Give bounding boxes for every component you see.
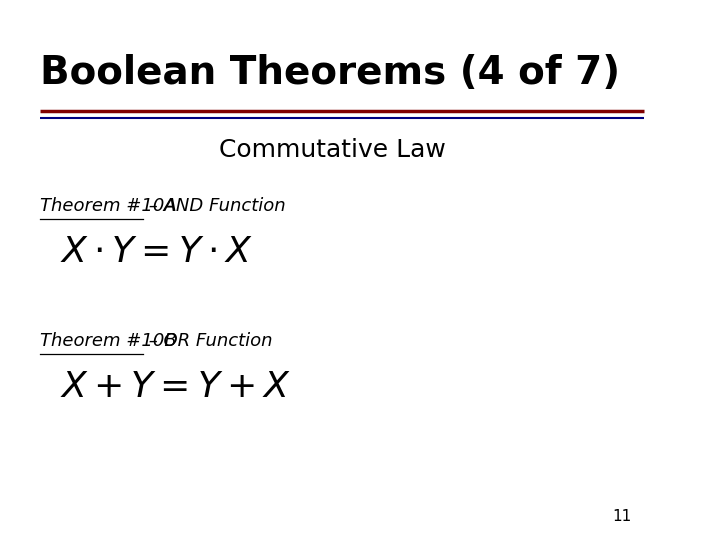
Text: $X + Y = Y + X$: $X + Y = Y + X$ xyxy=(60,370,291,404)
Text: Theorem #10A: Theorem #10A xyxy=(40,197,176,215)
Text: Theorem #10B: Theorem #10B xyxy=(40,332,176,350)
Text: $X \cdot Y = Y \cdot X$: $X \cdot Y = Y \cdot X$ xyxy=(60,235,253,269)
Text: Commutative Law: Commutative Law xyxy=(219,138,446,161)
Text: Boolean Theorems (4 of 7): Boolean Theorems (4 of 7) xyxy=(40,54,620,92)
Text: – OR Function: – OR Function xyxy=(143,332,272,350)
Text: – AND Function: – AND Function xyxy=(143,197,285,215)
Text: 11: 11 xyxy=(612,509,631,524)
